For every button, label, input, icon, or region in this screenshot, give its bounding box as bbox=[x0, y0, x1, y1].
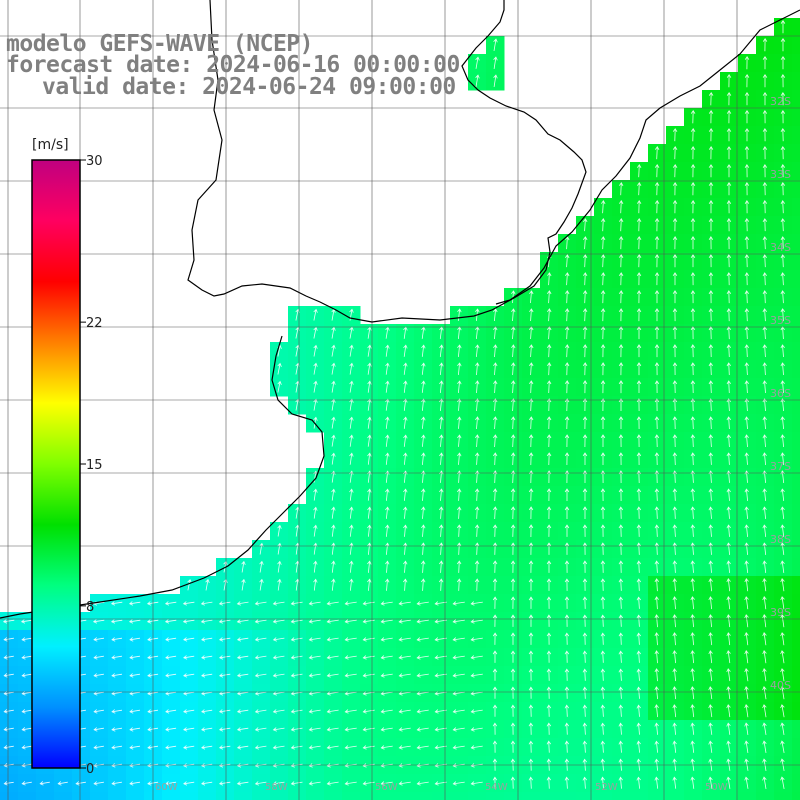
longitude-label: 52W bbox=[595, 782, 618, 793]
latitude-label: 35S bbox=[770, 314, 791, 327]
colorbar-box bbox=[31, 159, 81, 769]
longitude-label: 58W bbox=[265, 782, 288, 793]
latitude-label: 37S bbox=[770, 460, 791, 473]
latitude-label: 39S bbox=[770, 606, 791, 619]
longitude-label: 50W bbox=[705, 782, 728, 793]
longitude-label: 60W bbox=[155, 782, 178, 793]
colorbar-unit-label: [m/s] bbox=[32, 137, 69, 153]
longitude-label: 54W bbox=[485, 782, 508, 793]
coastline-atlantic bbox=[495, 9, 800, 305]
colorbar-tick-label: 15 bbox=[86, 458, 103, 473]
latitude-label: 40S bbox=[770, 679, 791, 692]
latitude-label: 33S bbox=[770, 168, 791, 181]
latitude-label: 38S bbox=[770, 533, 791, 546]
wind-speed-field bbox=[0, 18, 800, 800]
colorbar: [m/s] 30 22 15 8 0 bbox=[31, 137, 103, 777]
longitude-label: 56W bbox=[375, 782, 398, 793]
map-title-model: modelo GEFS-WAVE (NCEP) bbox=[6, 31, 314, 57]
latitude-label: 36S bbox=[770, 387, 791, 400]
colorbar-tick-label: 0 bbox=[86, 762, 94, 777]
map-title-forecast-date: forecast date: 2024-06-16 00:00:00 bbox=[6, 52, 460, 78]
coastline bbox=[187, 0, 587, 323]
latitude-label: 34S bbox=[770, 241, 791, 254]
map-title-valid-date: valid date: 2024-06-24 09:00:00 bbox=[42, 74, 456, 100]
colorbar-tick-label: 8 bbox=[86, 600, 94, 615]
coastline-south bbox=[0, 335, 325, 619]
latitude-label: 32S bbox=[770, 95, 791, 108]
colorbar-tick-label: 22 bbox=[86, 316, 103, 331]
colorbar-tick-label: 30 bbox=[86, 154, 103, 169]
